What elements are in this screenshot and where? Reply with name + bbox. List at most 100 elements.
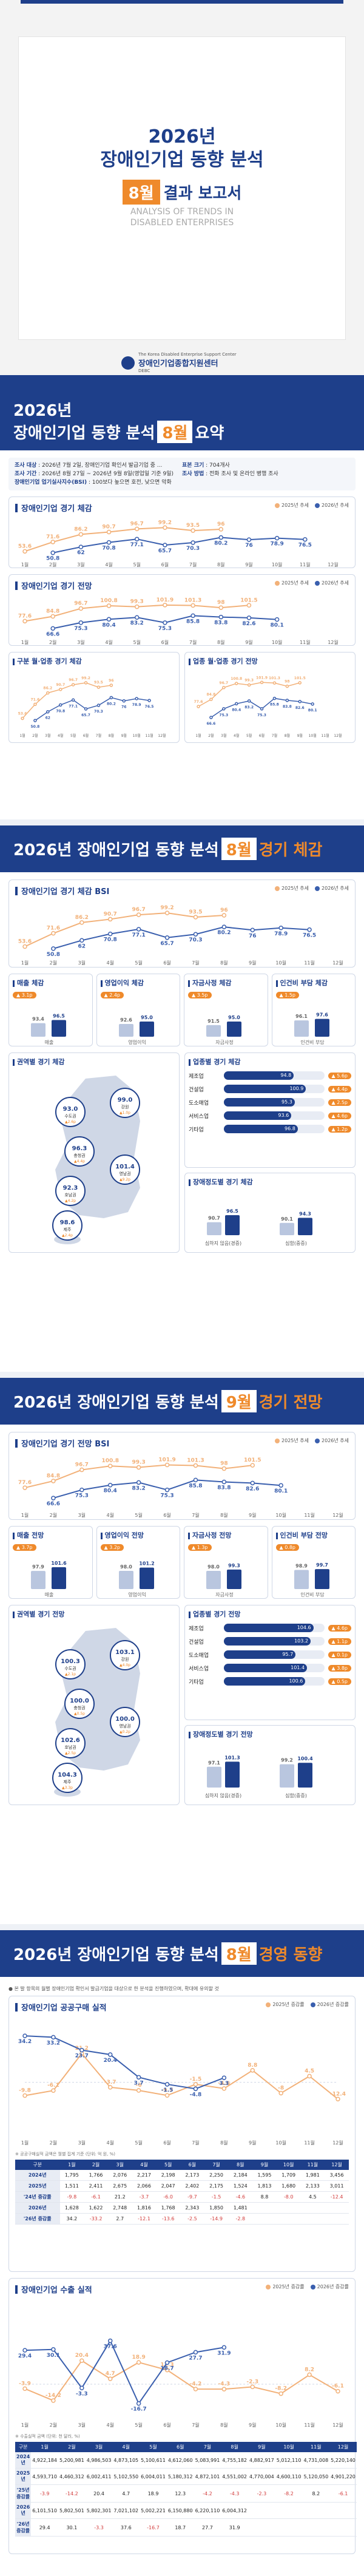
table-cell xyxy=(276,2213,301,2225)
x-tick-label: 8월 xyxy=(217,639,224,645)
forecast-cards: 매출 전망 ▲ 3.7p 97.9 101.6 매출 영업이익 전망 ▲ 3.2p 98.0 1… xyxy=(8,1526,356,1599)
table-cell: 4,755,182 xyxy=(221,2452,249,2469)
x-tick-label: 2월 xyxy=(49,639,56,645)
data-point xyxy=(274,617,280,622)
summary-title: 장애인기업 동향 분석 8월 요약 xyxy=(0,421,364,450)
table-cell: -4.3 xyxy=(221,2484,249,2503)
table-row: 2026년 6,101,510 5,802,501 5,802,301 7,021,10… xyxy=(15,2502,357,2519)
table-row: 2026년 1,628 1,622 2,748 1,816 1,768 2,343 1,850… xyxy=(15,2202,349,2214)
data-label: 75.3 xyxy=(74,626,87,632)
data-point xyxy=(209,697,213,701)
table-header: 1월 xyxy=(31,2442,58,2452)
data-point xyxy=(311,702,314,706)
industry-name: 기타업 xyxy=(189,1679,204,1686)
change-badge: ▲ 1.5p xyxy=(275,992,299,998)
data-label: 18.9 xyxy=(132,2354,146,2361)
summary-header: 2026년 장애인기업 동향 분석 8월 요약 xyxy=(0,388,364,450)
data-label: -9.7 xyxy=(161,2087,174,2093)
data-point xyxy=(250,927,255,933)
change-badge: ▲ 5.6p xyxy=(328,1072,351,1079)
data-label: 4.7 xyxy=(106,2371,115,2377)
industry-name: 기타업 xyxy=(189,1127,204,1133)
bar-value-label: 97.9 xyxy=(32,1564,44,1570)
x-tick-label: 8월 xyxy=(220,2140,228,2146)
data-point xyxy=(221,924,227,929)
data-label: 29.4 xyxy=(18,2353,32,2359)
indicator-card: 인건비 부담 체감 ▲ 1.5p 96.1 97.6 인건비 부담 xyxy=(271,974,356,1046)
data-point xyxy=(221,2075,227,2080)
data-point xyxy=(136,2401,141,2406)
category-label: 인건비 부담 xyxy=(300,1591,325,1598)
data-label: 83.8 xyxy=(217,1485,231,1491)
data-label: 70.8 xyxy=(102,546,115,552)
cover: 2026년 장애인기업 동향 분석 8월 결과 보고서 ANALYSIS OF T… xyxy=(0,0,364,388)
data-point xyxy=(221,913,227,918)
data-label: -4.8 xyxy=(190,2092,202,2098)
data-point xyxy=(51,2035,56,2040)
x-tick-label: 3월 xyxy=(45,733,50,738)
experience-bsi-title: 장애인기업 경기 체감 BSI xyxy=(21,887,110,897)
table-cell: -9.8 xyxy=(59,2191,84,2203)
table-cell xyxy=(325,2202,349,2214)
x-tick-label: 5월 xyxy=(135,2140,142,2146)
card-bar-chart: 91.5 95.0 자금사정 xyxy=(206,1015,241,1045)
data-label: 101.3 xyxy=(187,1457,204,1463)
indicator-card: 영업이익 전망 ▲ 3.2p 98.0 101.2 영업이익 xyxy=(96,1526,180,1599)
data-point xyxy=(209,716,213,719)
data-point xyxy=(190,540,195,545)
management-month-highlight: 8월 xyxy=(221,1942,257,1965)
data-point xyxy=(46,710,50,714)
x-tick-label: 8월 xyxy=(220,1512,228,1518)
indicator-card: 영업이익 체감 ▲ 2.4p 92.6 95.0 영업이익 xyxy=(96,974,180,1046)
region-change: ▲2.6p xyxy=(65,1120,76,1124)
data-label: 99.2 xyxy=(158,520,172,526)
table-cell: -2.8 xyxy=(228,2213,253,2225)
industry-row: 건설업 103.2 ▲ 1.1p xyxy=(189,1637,351,1646)
industry-name: 제조업 xyxy=(189,1625,204,1632)
table-cell: 3,456 xyxy=(325,2170,349,2181)
forecast-header: 2026년 장애인기업 동향 분석 9월 경기 전망 xyxy=(0,1378,364,1425)
x-tick-label: 11월 xyxy=(304,960,315,966)
series-line-2 xyxy=(53,926,310,949)
table-cell: 1,709 xyxy=(276,2170,301,2181)
data-point xyxy=(193,932,198,937)
region-value: 101.4 xyxy=(115,1164,135,1170)
card-bar-chart: 92.6 95.0 영업이익 xyxy=(118,1015,154,1045)
table-cell: 1,850 xyxy=(204,2202,229,2214)
data-label: 77.6 xyxy=(18,613,32,619)
table-cell: 1,766 xyxy=(84,2170,108,2181)
experience-month-highlight: 8월 xyxy=(221,838,257,860)
table-cell: -14.9 xyxy=(204,2213,229,2225)
x-tick-label: 12월 xyxy=(328,639,339,645)
table-cell: 29.4 xyxy=(31,2518,58,2537)
data-point xyxy=(50,540,55,544)
industry-bar: 100.6 xyxy=(224,1677,306,1686)
table-cell: -12.1 xyxy=(132,2213,157,2225)
x-tick-label: 10월 xyxy=(275,960,286,966)
cover-english-line1: ANALYSIS OF TRENDS IN xyxy=(130,207,234,217)
data-label: 84.8 xyxy=(46,608,59,614)
data-label: 8.8 xyxy=(248,2062,257,2069)
card-bar-chart: 96.1 97.6 인건비 부담 xyxy=(294,1012,329,1045)
industry-row: 도소매업 95.7 ▲ 0.1p xyxy=(189,1650,351,1659)
data-point xyxy=(109,683,113,687)
industry-bar: 95.7 xyxy=(224,1650,296,1659)
table-cell: 1,813 xyxy=(252,2180,277,2192)
industry-row: 서비스업 93.6 ▲ 4.6p xyxy=(189,1111,351,1120)
bar xyxy=(118,1571,133,1589)
industry-row: 서비스업 101.4 ▲ 3.8p xyxy=(189,1664,351,1672)
data-label: 99.3 xyxy=(130,599,144,605)
data-point xyxy=(136,2088,141,2093)
data-label: 77.6 xyxy=(194,700,203,704)
data-label: 84.8 xyxy=(207,693,216,697)
data-label: 90.7 xyxy=(56,683,65,687)
table-cell: -4.6 xyxy=(228,2191,253,2203)
legend: 2025년 증감률 2026년 증감률 xyxy=(266,2001,349,2008)
data-point xyxy=(106,603,112,608)
x-tick-label: 7월 xyxy=(192,2422,199,2428)
data-label: 93.5 xyxy=(186,523,200,529)
x-tick-label: 12월 xyxy=(332,960,343,966)
cover-subtitle-text: 결과 보고서 xyxy=(163,185,242,203)
category-label: 영업이익 xyxy=(128,1039,146,1045)
x-tick-label: 1월 xyxy=(19,733,25,738)
